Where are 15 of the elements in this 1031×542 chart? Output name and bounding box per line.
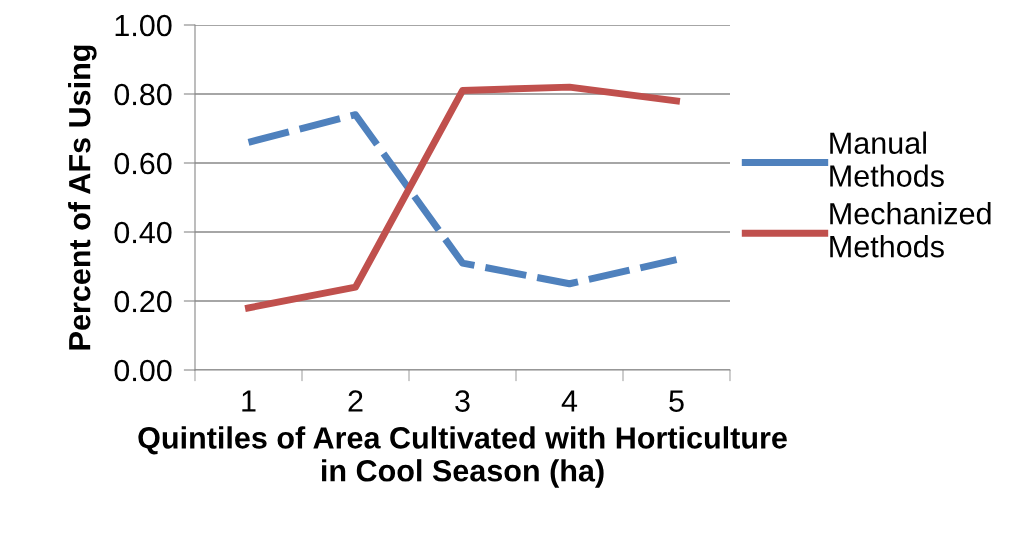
- x-tick-label: 2: [348, 390, 363, 412]
- y-tick-label: 0.60: [114, 152, 172, 175]
- x-tick-label: 1: [242, 390, 256, 412]
- y-tick-label: 1.00: [115, 14, 172, 37]
- x-tick-label: 5: [669, 390, 684, 412]
- x-axis-title: Quintiles of Area Cultivated with Horticulture in Cool Season (ha): [138, 426, 787, 488]
- y-tick-label: 0.80: [114, 83, 172, 106]
- y-tick-label: 0.40: [114, 221, 172, 244]
- legend-label: Manual Methods: [830, 131, 944, 187]
- x-tick-label: 4: [561, 390, 578, 412]
- y-tick-label: 0.20: [114, 290, 172, 313]
- legend-label: Mechanized Methods: [830, 202, 991, 258]
- y-tick-label: 0.00: [114, 359, 172, 382]
- y-axis-title: Percent of AFs Using: [68, 45, 97, 350]
- x-tick-label: 3: [455, 390, 470, 412]
